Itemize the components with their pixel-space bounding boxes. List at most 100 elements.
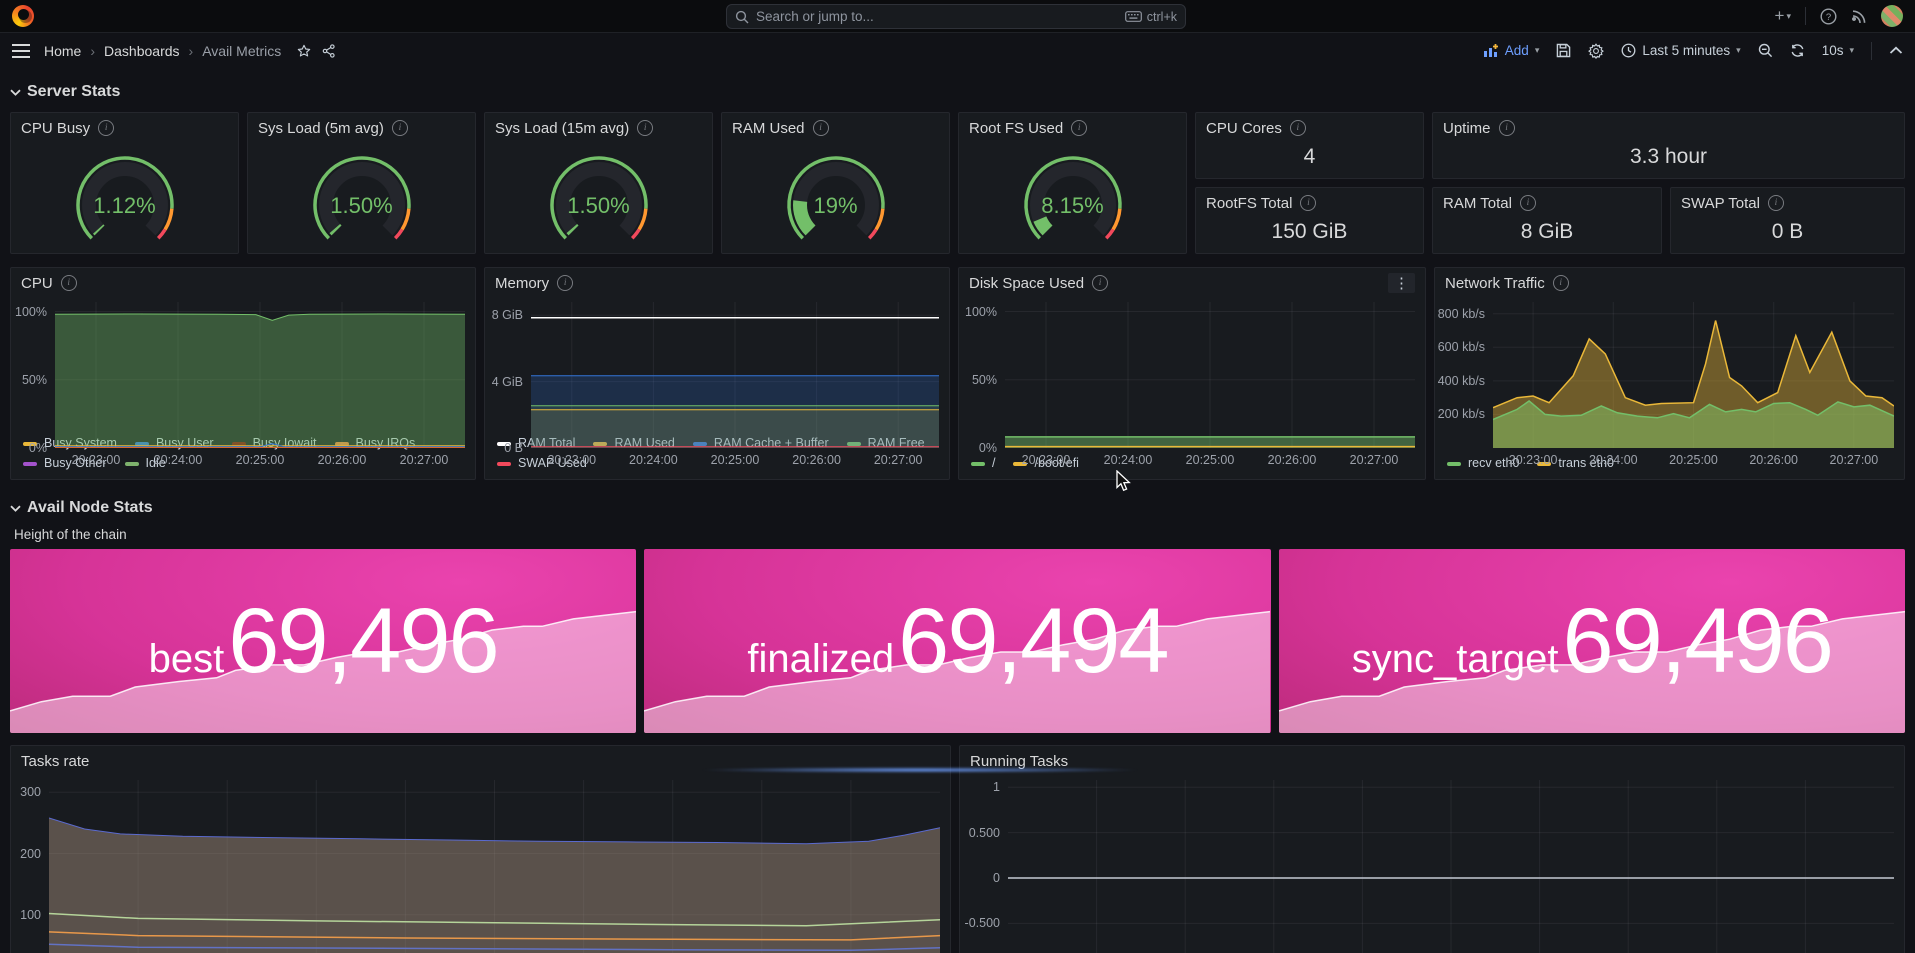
chart-canvas — [1005, 302, 1415, 448]
refresh-interval-picker[interactable]: 10s▾ — [1822, 43, 1854, 58]
dashboard-toolbar: Add▾ Last 5 minutes▾ 10s▾ — [1483, 42, 1903, 60]
panel-memory-graph: Memoryi 8 GiB4 GiB0 B20:23:0020:24:0020:… — [484, 267, 950, 480]
info-icon[interactable]: i — [1300, 195, 1316, 211]
y-axis-label: 600 kb/s — [1435, 340, 1485, 354]
info-icon[interactable]: i — [392, 120, 408, 136]
collapse-toolbar-button[interactable] — [1889, 46, 1903, 55]
info-icon[interactable]: i — [1520, 195, 1536, 211]
y-axis-label: -0.500 — [960, 916, 1000, 930]
breadcrumb-current: Avail Metrics — [202, 43, 281, 59]
panel-ram-total: RAM Totali 8 GiB — [1432, 187, 1662, 254]
panel-title[interactable]: SWAP Total — [1681, 195, 1760, 212]
breadcrumb-dashboards[interactable]: Dashboards — [104, 43, 180, 59]
info-icon[interactable]: i — [637, 120, 653, 136]
section-server-stats[interactable]: Server Stats — [10, 83, 1905, 101]
y-axis-label: 400 kb/s — [1435, 374, 1485, 388]
refresh-button[interactable] — [1790, 43, 1805, 58]
panel-title[interactable]: CPU — [21, 275, 53, 292]
zoom-out-button[interactable] — [1758, 43, 1773, 58]
add-panel-button[interactable]: Add▾ — [1483, 43, 1540, 58]
grafana-logo[interactable] — [12, 5, 34, 27]
row-title[interactable]: Height of the chain — [10, 521, 1905, 549]
info-icon[interactable]: i — [1071, 120, 1087, 136]
loading-glow — [700, 767, 1140, 773]
panel-title[interactable]: Tasks rate — [21, 753, 89, 770]
help-icon[interactable]: ? — [1820, 8, 1837, 25]
info-icon[interactable]: i — [1290, 120, 1306, 136]
panel-title[interactable]: Disk Space Used — [969, 275, 1084, 292]
new-menu-button[interactable]: +▾ — [1775, 6, 1791, 26]
panel-title[interactable]: RAM Total — [1443, 195, 1512, 212]
time-range-picker[interactable]: Last 5 minutes▾ — [1621, 43, 1740, 58]
legend-item[interactable]: / — [971, 455, 995, 472]
panel-title[interactable]: Network Traffic — [1445, 275, 1545, 292]
panel-cpu-busy: CPU Busyi 1.12% — [10, 112, 239, 254]
save-icon — [1556, 43, 1571, 58]
x-axis-label: 20:26:00 — [1268, 453, 1317, 467]
y-axis-label: 50% — [959, 373, 997, 387]
save-dashboard-button[interactable] — [1556, 43, 1571, 58]
user-avatar[interactable] — [1881, 5, 1903, 27]
breadcrumb-toolbar-bar: Home › Dashboards › Avail Metrics Add▾ — [0, 34, 1915, 67]
x-axis-label: 20:25:00 — [711, 453, 760, 467]
stat-value: 69,494 — [898, 589, 1167, 694]
favorite-star-icon[interactable] — [296, 43, 312, 59]
breadcrumb-home[interactable]: Home — [44, 43, 81, 59]
y-axis-label: 8 GiB — [485, 308, 523, 322]
x-axis-label: 20:23:00 — [547, 453, 596, 467]
info-icon[interactable]: i — [1092, 275, 1108, 291]
panel-rootfs-total: RootFS Totali 150 GiB — [1195, 187, 1424, 254]
hamburger-menu-icon[interactable] — [12, 44, 30, 58]
news-rss-icon[interactable] — [1851, 8, 1867, 24]
stat-value: 69,496 — [1563, 589, 1832, 694]
mouse-cursor — [1112, 470, 1132, 492]
info-icon[interactable]: i — [1768, 195, 1784, 211]
panel-title[interactable]: CPU Cores — [1206, 120, 1282, 137]
x-axis-label: 20:25:00 — [1669, 453, 1718, 467]
section-avail-node-stats[interactable]: Avail Node Stats — [10, 499, 1905, 517]
x-axis-label: 20:27:00 — [1350, 453, 1399, 467]
info-icon[interactable]: i — [557, 275, 573, 291]
stat-tile-best: best69,496 — [10, 549, 636, 733]
x-axis-label: 20:23:00 — [1022, 453, 1071, 467]
panel-menu-kebab-icon[interactable]: ⋮ — [1388, 273, 1415, 293]
info-icon[interactable]: i — [1499, 120, 1515, 136]
x-axis-label: 20:26:00 — [1749, 453, 1798, 467]
y-axis-label: 300 — [11, 785, 41, 799]
x-axis-label: 20:24:00 — [154, 453, 203, 467]
panel-cpu-cores: CPU Cores i 4 — [1195, 112, 1424, 179]
panel-title[interactable]: Sys Load (15m avg) — [495, 120, 629, 137]
search-input[interactable]: Search or jump to... ctrl+k — [726, 4, 1186, 29]
dashboard-settings-button[interactable] — [1588, 43, 1604, 59]
panel-title[interactable]: Uptime — [1443, 120, 1491, 137]
chart-canvas — [1493, 302, 1894, 448]
grafana-dashboard: Search or jump to... ctrl+k +▾ ? Home › — [0, 0, 1915, 953]
panel-title[interactable]: Sys Load (5m avg) — [258, 120, 384, 137]
info-icon[interactable]: i — [813, 120, 829, 136]
panel-title[interactable]: Root FS Used — [969, 120, 1063, 137]
info-icon[interactable]: i — [1553, 275, 1569, 291]
chevron-right-icon: › — [90, 43, 95, 59]
stat-panels-block: CPU Coresi 4 Uptimei 3.3 hour RootFS Tot… — [1195, 112, 1905, 254]
x-axis-label: 20:27:00 — [1830, 453, 1879, 467]
panel-ram-used: RAM Usedi 19% — [721, 112, 950, 254]
legend-swatch — [23, 462, 37, 466]
y-axis-label: 200 kb/s — [1435, 407, 1485, 421]
info-icon[interactable]: i — [98, 120, 114, 136]
stat-value: 0 B — [1671, 216, 1904, 253]
legend-swatch — [125, 462, 139, 466]
chart-canvas — [531, 302, 939, 448]
panel-title[interactable]: CPU Busy — [21, 120, 90, 137]
panel-sys-load-5m: Sys Load (5m avg)i 1.50% — [247, 112, 476, 254]
panel-title[interactable]: RAM Used — [732, 120, 805, 137]
panel-title[interactable]: Memory — [495, 275, 549, 292]
info-icon[interactable]: i — [61, 275, 77, 291]
y-axis-label: 100 — [11, 908, 41, 922]
share-icon[interactable] — [321, 43, 337, 59]
panel-root-fs-used: Root FS Usedi 8.15% — [958, 112, 1187, 254]
panel-disk-space: Disk Space Usedi ⋮ 100%50%0%20:23:0020:2… — [958, 267, 1426, 480]
stat-tile-finalized: finalized69,494 — [644, 549, 1270, 733]
stat-value: 4 — [1196, 141, 1423, 178]
panel-title[interactable]: RootFS Total — [1206, 195, 1292, 212]
panel-tasks-rate: Tasks rate 3002001000 — [10, 745, 951, 953]
